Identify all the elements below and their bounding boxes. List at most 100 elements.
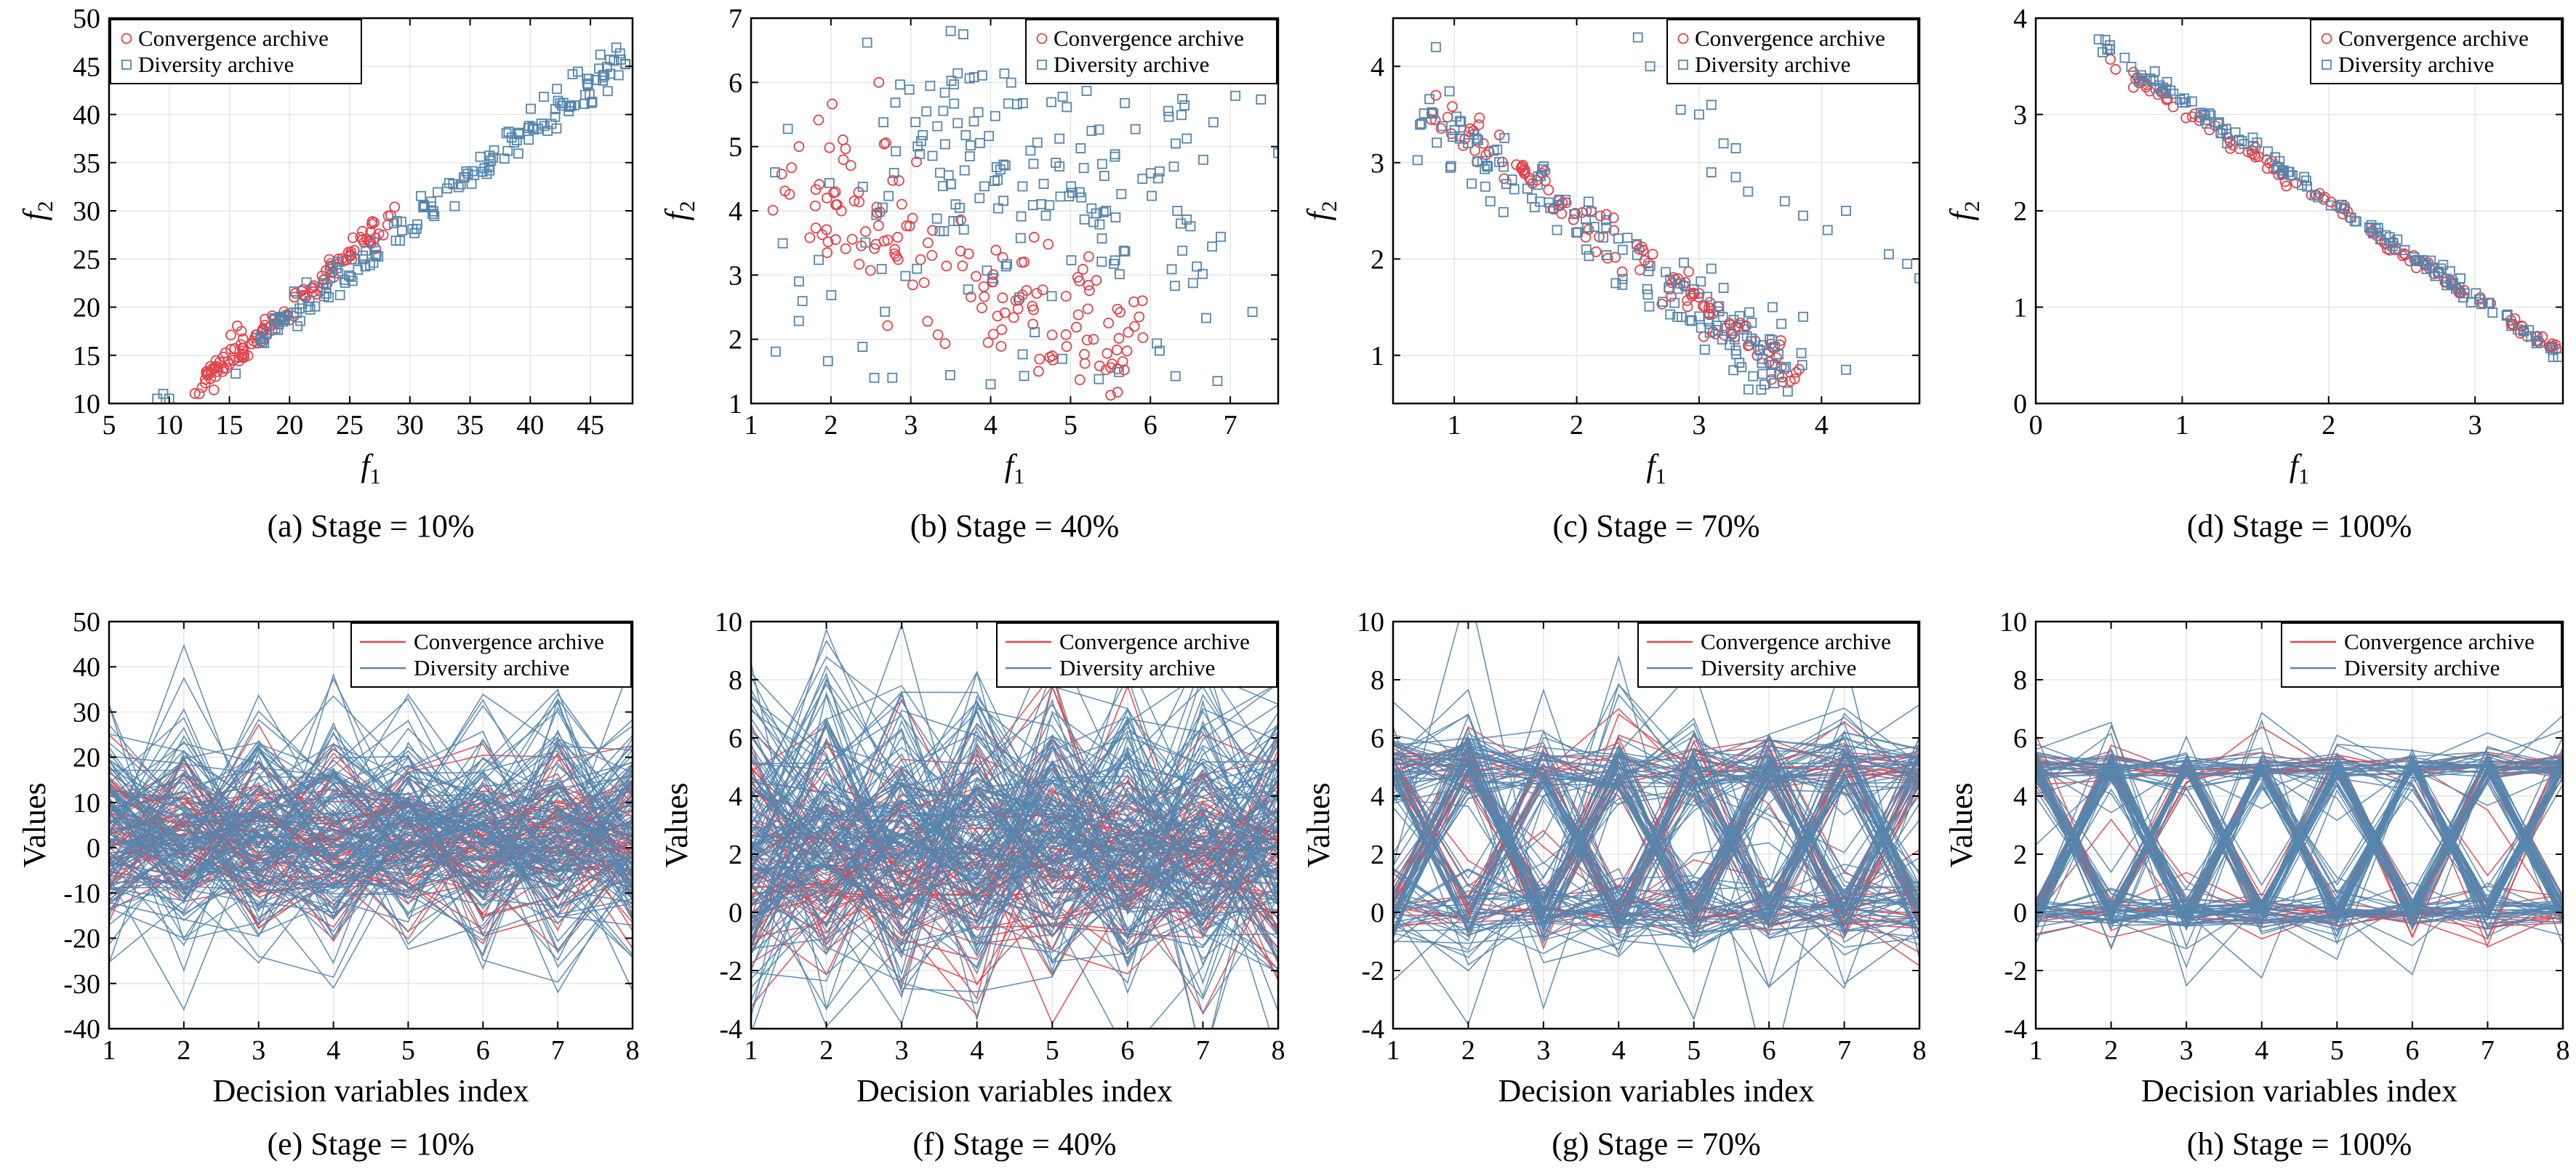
x-tick-label: 1 — [1448, 410, 1461, 441]
x-tick-label: 0 — [2029, 410, 2043, 441]
point-diversity — [2425, 255, 2436, 266]
y-tick-label: 10 — [73, 788, 100, 819]
x-tick-label: 8 — [626, 1035, 640, 1066]
data-layer-d — [2093, 34, 2563, 363]
point-diversity — [931, 213, 942, 224]
point-convergence — [1113, 333, 1125, 344]
point-diversity — [1730, 345, 1741, 356]
point-convergence — [2281, 180, 2292, 192]
point-convergence — [822, 247, 833, 258]
point-convergence — [1520, 166, 1531, 178]
point-diversity — [1717, 334, 1728, 345]
point-diversity — [409, 228, 420, 238]
point-diversity — [1498, 206, 1509, 217]
point-diversity — [1055, 191, 1066, 202]
point-diversity — [486, 156, 497, 166]
line-diversity — [1393, 754, 1919, 931]
point-diversity — [912, 141, 923, 152]
point-diversity — [880, 306, 891, 317]
point-convergence — [990, 244, 1002, 256]
point-diversity — [2100, 34, 2111, 45]
x-tick-label: 6 — [1120, 1035, 1134, 1066]
point-convergence — [1639, 254, 1650, 266]
data-layer-b — [767, 25, 1278, 401]
point-diversity — [1166, 264, 1177, 275]
point-convergence — [1079, 349, 1090, 360]
point-diversity — [1798, 311, 1808, 322]
point-diversity — [2531, 338, 2542, 349]
point-diversity — [1743, 384, 1754, 395]
ticks-c: 1 2 3 4 1 2 3 4 — [1371, 18, 1919, 441]
point-diversity — [1589, 222, 1600, 233]
point-diversity — [1152, 338, 1163, 349]
y-tick-label: 2 — [1371, 244, 1384, 275]
point-convergence — [1121, 345, 1133, 357]
point-diversity — [1796, 348, 1807, 358]
point-diversity — [982, 265, 992, 276]
caption-f: (f) Stage = 40% — [912, 1126, 1116, 1162]
point-diversity — [1137, 173, 1148, 184]
x-tick-label: 2 — [1461, 1035, 1475, 1066]
point-diversity — [1774, 369, 1784, 379]
point-diversity — [442, 183, 452, 194]
point-diversity — [433, 187, 443, 198]
point-convergence — [206, 367, 217, 379]
point-convergence — [1473, 119, 1485, 130]
y-tick-label: 10 — [1357, 607, 1384, 638]
y-axis-title: Values — [1301, 782, 1336, 867]
point-convergence — [864, 265, 876, 276]
y-tick-label: 40 — [73, 652, 100, 683]
point-diversity — [953, 216, 963, 226]
line-diversity — [1393, 744, 1919, 925]
line-diversity — [2036, 762, 2563, 936]
point-convergence — [999, 307, 1011, 318]
x-tick-label: 4 — [984, 410, 998, 441]
point-diversity — [1665, 274, 1676, 285]
legend-label-diversity: Diversity archive — [1695, 52, 1850, 77]
point-diversity — [2313, 192, 2324, 203]
point-diversity — [1699, 344, 1710, 355]
y-axis-title: f2 — [1301, 201, 1341, 220]
point-diversity — [1201, 313, 1211, 324]
point-diversity — [1757, 369, 1768, 379]
point-diversity — [990, 111, 1000, 121]
point-diversity — [2199, 109, 2209, 120]
point-diversity — [467, 166, 478, 177]
point-diversity — [869, 372, 880, 383]
point-diversity — [1455, 131, 1465, 142]
point-diversity — [295, 316, 305, 326]
point-diversity — [369, 237, 379, 248]
x-tick-label: 7 — [1837, 1035, 1851, 1066]
y-tick-label: -30 — [63, 969, 100, 1000]
point-convergence — [922, 316, 934, 327]
point-diversity — [1025, 145, 1036, 156]
point-diversity — [1456, 116, 1466, 127]
point-diversity — [1617, 244, 1628, 255]
point-diversity — [1412, 155, 1423, 166]
y-tick-label: 4 — [1371, 782, 1384, 812]
line-diversity — [751, 781, 1278, 955]
point-diversity — [1181, 214, 1192, 225]
point-convergence — [979, 291, 990, 302]
point-diversity — [1730, 172, 1741, 182]
point-diversity — [1768, 302, 1778, 313]
line-diversity — [109, 771, 633, 947]
point-convergence — [1683, 266, 1695, 278]
point-diversity — [582, 79, 593, 89]
point-diversity — [1192, 261, 1203, 272]
line-diversity — [751, 710, 1278, 1020]
point-diversity — [2273, 161, 2284, 172]
point-convergence — [236, 326, 247, 337]
point-convergence — [2247, 148, 2258, 159]
point-diversity — [1485, 196, 1496, 206]
point-convergence — [1074, 276, 1085, 286]
point-convergence — [1043, 238, 1054, 250]
point-diversity — [511, 135, 522, 145]
point-convergence — [260, 319, 271, 331]
point-diversity — [1177, 94, 1188, 105]
point-diversity — [611, 42, 622, 53]
point-diversity — [459, 172, 470, 182]
point-diversity — [1011, 99, 1022, 110]
point-diversity — [2093, 34, 2104, 45]
